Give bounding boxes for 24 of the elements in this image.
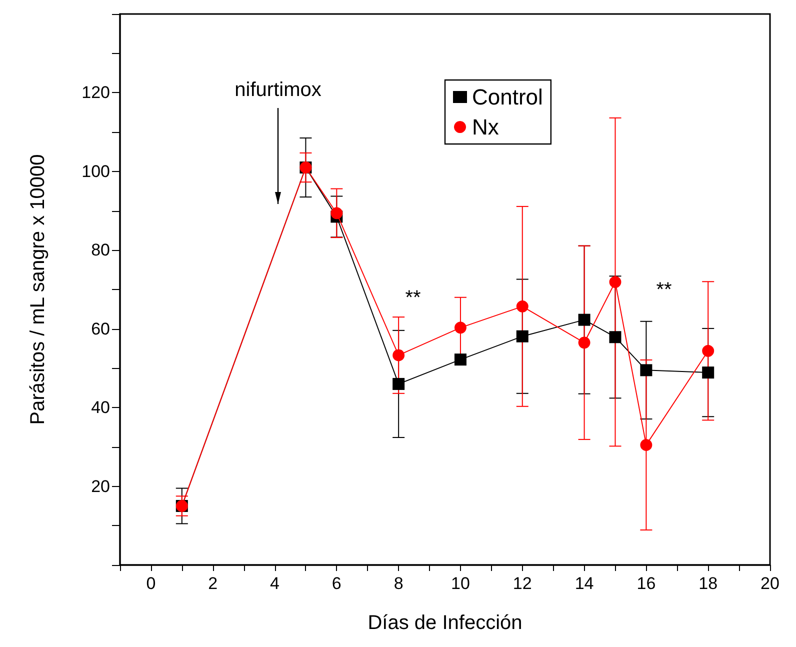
x-tick-label: 6: [332, 574, 342, 593]
x-tick-label: 14: [574, 574, 594, 593]
x-tick-label: 0: [146, 574, 156, 593]
annotation: **: [405, 287, 421, 309]
y-tick-label: 100: [82, 162, 110, 181]
x-tick-label: 16: [636, 574, 656, 593]
y-tick-label: 40: [91, 398, 110, 418]
y-axis-title: Parásitos / mL sangre x 10000: [27, 154, 49, 425]
annotation: nifurtimox: [234, 79, 322, 101]
legend-label: Control: [472, 84, 543, 110]
x-tick-label: 8: [394, 574, 404, 593]
y-tick-label: 120: [82, 83, 110, 102]
x-tick-label: 18: [698, 574, 718, 593]
x-axis-title: Días de Infección: [368, 612, 522, 634]
x-tick-label: 20: [760, 574, 780, 593]
y-tick-label: 80: [91, 240, 110, 260]
x-tick-label: 12: [512, 574, 532, 593]
x-tick-label: 10: [451, 574, 470, 593]
legend-label: Nx: [472, 114, 499, 140]
y-tick-label: 60: [91, 319, 110, 338]
annotation: **: [656, 279, 672, 301]
x-tick-label: 2: [208, 574, 218, 593]
y-tick-label: 20: [91, 476, 110, 496]
x-tick-label: 4: [270, 574, 280, 593]
